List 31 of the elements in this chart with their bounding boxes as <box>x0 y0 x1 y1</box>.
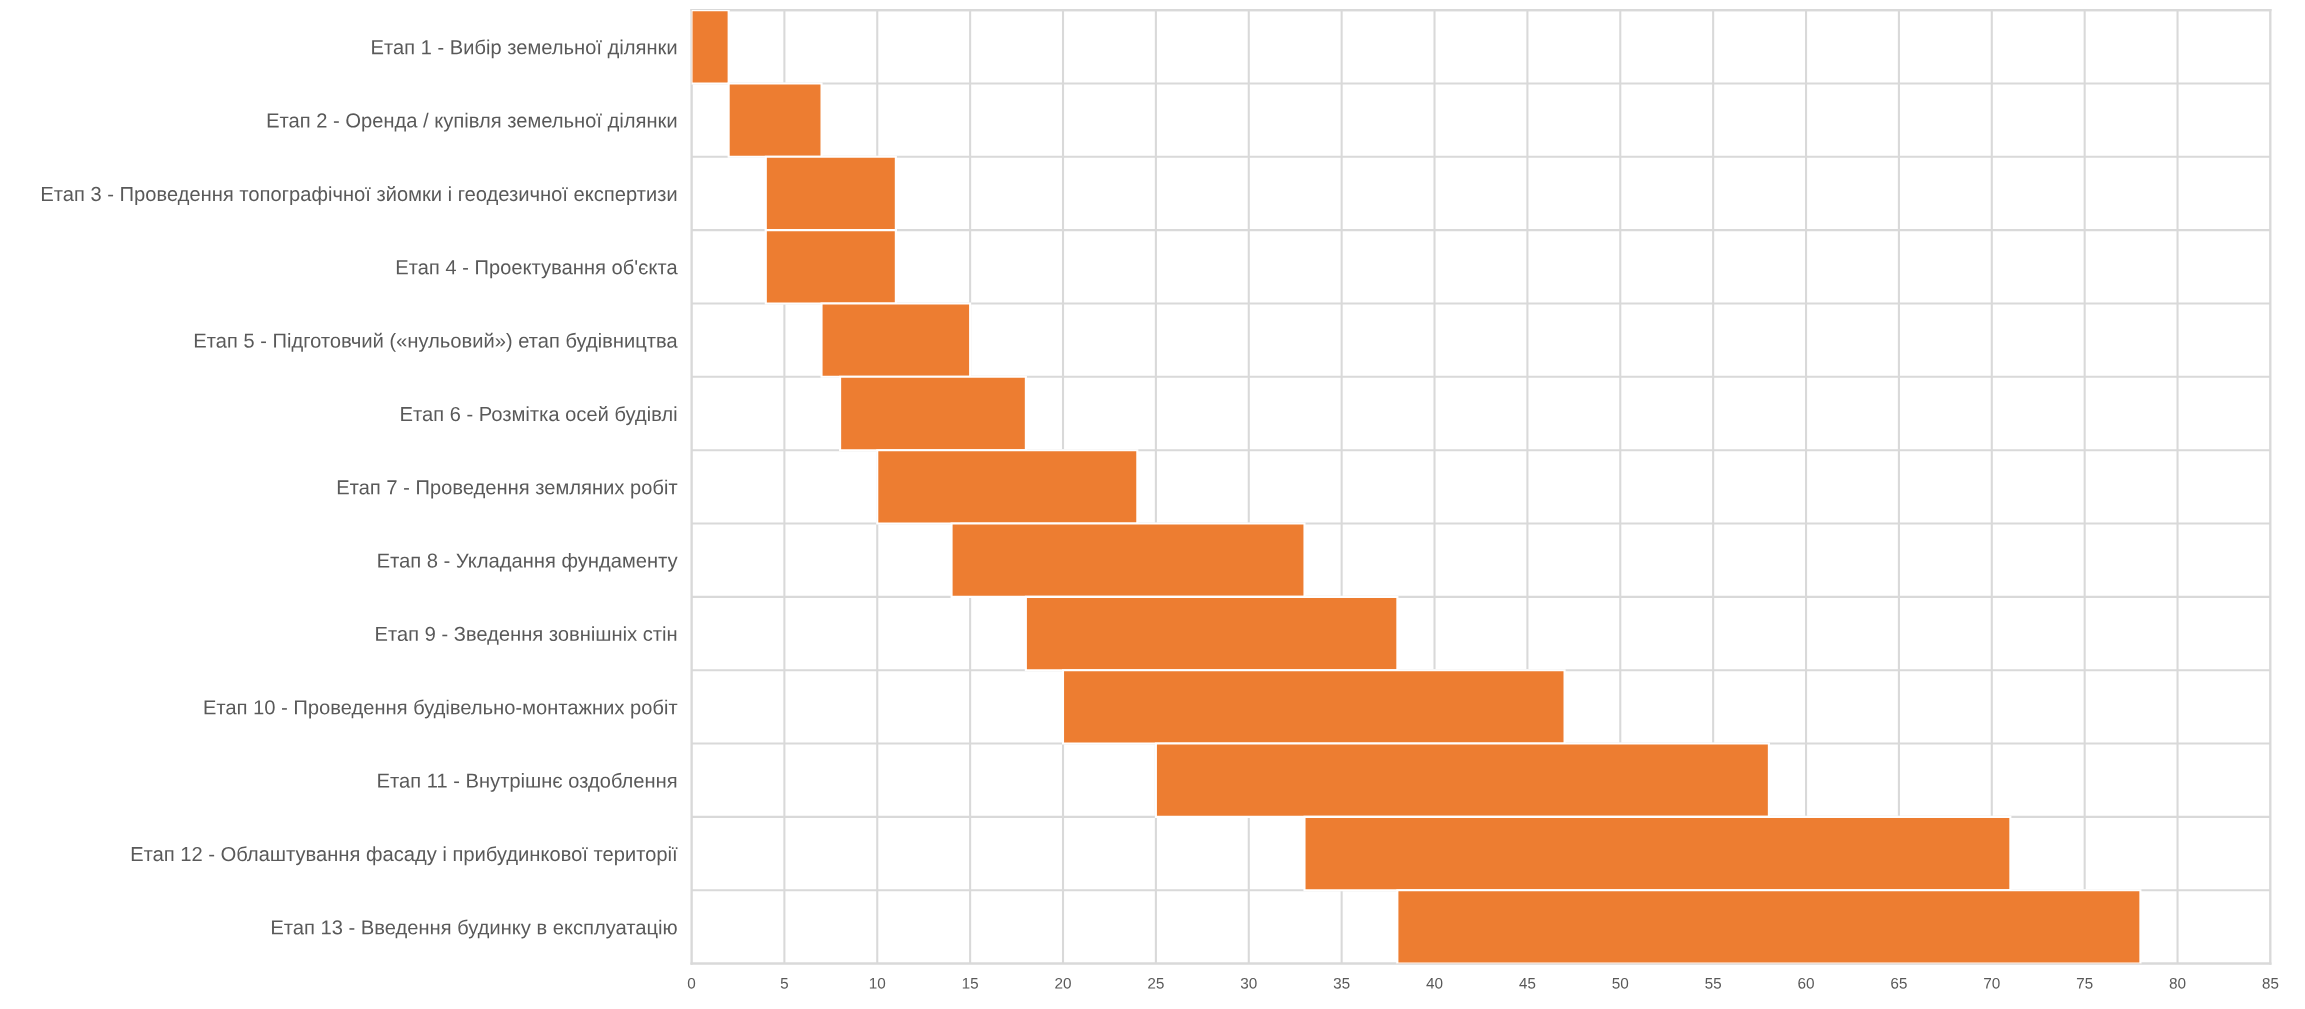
y-tick-label: Етап 12 - Облаштування фасаду і прибудинкової території <box>131 846 678 866</box>
x-tick-label: 75 <box>2076 978 2093 989</box>
y-tick-label: Етап 4 - Проектування об'єкта <box>396 259 678 279</box>
x-tick-label: 15 <box>962 978 978 989</box>
y-tick-label: Етап 5 - Підготовчий («нульовий») етап будівництва <box>194 332 678 352</box>
y-tick-label: Етап 8 - Укладання фундаменту <box>378 552 678 572</box>
y-tick-label: Етап 3 - Проведення топографічної зйомки і геодезичної експертизи <box>41 185 677 206</box>
x-tick-label: 80 <box>2169 977 2186 989</box>
x-tick-label: 20 <box>1055 977 1071 989</box>
y-tick-label: Етап 9 - Зведення зовнішніх стін <box>376 626 677 645</box>
x-tick-label: 50 <box>1612 977 1629 989</box>
x-tick-label: 35 <box>1333 977 1350 989</box>
y-tick-label: Етап 2 - Оренда / купівля земельної ділянки <box>267 112 677 132</box>
x-tick-label: 10 <box>869 977 886 989</box>
x-tick-label: 25 <box>1148 977 1164 989</box>
x-tick-label: 85 <box>2262 977 2279 989</box>
y-tick-label: Етап 1 - Вибір земельної ділянки <box>372 39 677 59</box>
x-tick-label: 30 <box>1240 977 1257 989</box>
x-tick-label: 5 <box>780 978 788 989</box>
y-tick-label: Етап 7 - Проведення земляних робіт <box>337 479 678 499</box>
y-tick-label: Етап 13 - Введення будинку в експлуатацію <box>272 919 677 939</box>
x-tick-label: 40 <box>1426 977 1443 989</box>
x-tick-label: 65 <box>1891 977 1907 989</box>
x-tick-label: 70 <box>1984 977 2000 989</box>
x-tick-label: 55 <box>1705 978 1722 989</box>
x-tick-label: 45 <box>1519 978 1536 989</box>
y-tick-label: Етап 6 - Розмітка осей будівлі <box>401 406 677 426</box>
x-tick-label: 60 <box>1798 977 1814 989</box>
y-tick-label: Етап 10 - Проведення будівельно-монтажних робіт <box>204 699 678 719</box>
y-tick-label: Етап 11 - Внутрішнє оздоблення <box>378 772 677 792</box>
x-tick-label: 0 <box>687 977 696 989</box>
